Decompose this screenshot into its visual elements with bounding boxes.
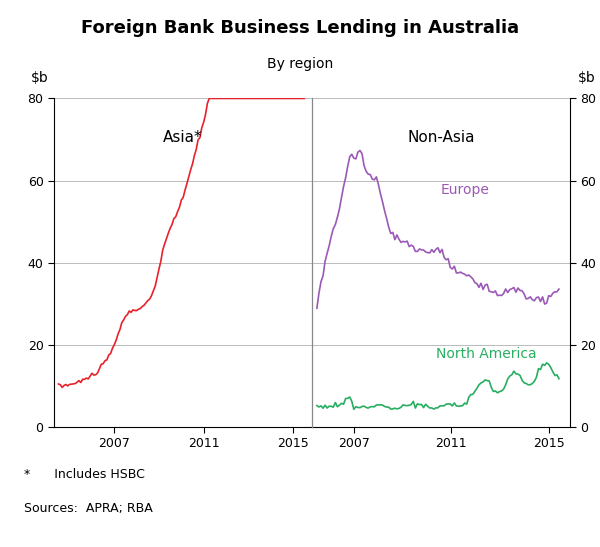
Text: Non-Asia: Non-Asia bbox=[407, 130, 475, 146]
Text: Asia*: Asia* bbox=[163, 130, 203, 146]
Text: Europe: Europe bbox=[441, 183, 490, 197]
Text: Foreign Bank Business Lending in Australia: Foreign Bank Business Lending in Austral… bbox=[81, 19, 519, 37]
Text: North America: North America bbox=[436, 347, 536, 362]
Text: *      Includes HSBC: * Includes HSBC bbox=[24, 468, 145, 481]
Text: Sources:  APRA; RBA: Sources: APRA; RBA bbox=[24, 502, 153, 515]
Text: $b: $b bbox=[578, 71, 596, 85]
Text: By region: By region bbox=[267, 57, 333, 72]
Text: $b: $b bbox=[31, 71, 49, 85]
